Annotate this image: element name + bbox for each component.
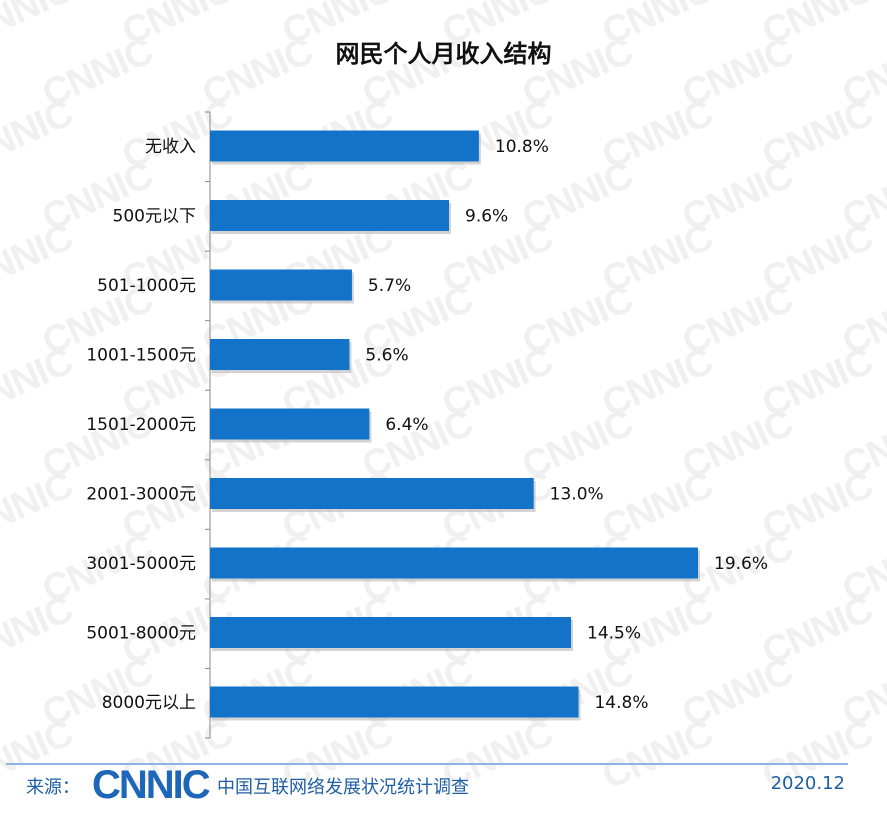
footer-source-label: 来源： — [26, 777, 80, 798]
category-label: 8000元以上 — [102, 693, 196, 713]
bar — [210, 200, 450, 231]
bar — [210, 478, 534, 509]
category-label: 1501-2000元 — [86, 415, 196, 435]
bar — [210, 617, 572, 648]
value-label: 5.7% — [368, 276, 411, 296]
bar — [210, 339, 350, 370]
category-label: 3001-5000元 — [86, 554, 196, 574]
value-label: 19.6% — [714, 554, 768, 574]
category-label: 无收入 — [145, 137, 196, 157]
category-label: 501-1000元 — [97, 276, 196, 296]
footer-date: 2020.12 — [770, 773, 845, 794]
cnnic-logo: CNNIC — [92, 763, 211, 807]
footer-org-name: 中国互联网络发展状况统计调查 — [217, 777, 469, 798]
bar — [210, 408, 370, 440]
bar — [210, 130, 479, 162]
category-label: 500元以下 — [113, 207, 196, 227]
category-label: 1001-1500元 — [86, 346, 196, 366]
value-label: 14.5% — [587, 624, 641, 644]
value-label: 5.6% — [365, 346, 408, 366]
bar — [210, 547, 698, 579]
value-label: 13.0% — [550, 485, 604, 505]
category-label: 2001-3000元 — [86, 485, 196, 505]
bar — [210, 686, 579, 718]
value-label: 6.4% — [385, 415, 428, 435]
category-label: 5001-8000元 — [86, 624, 196, 644]
value-label: 9.6% — [465, 207, 508, 227]
value-label: 14.8% — [594, 693, 648, 713]
bar — [210, 269, 352, 301]
chart-title: 网民个人月收入结构 — [335, 40, 552, 68]
value-label: 10.8% — [495, 137, 549, 157]
footer-divider — [6, 763, 848, 765]
